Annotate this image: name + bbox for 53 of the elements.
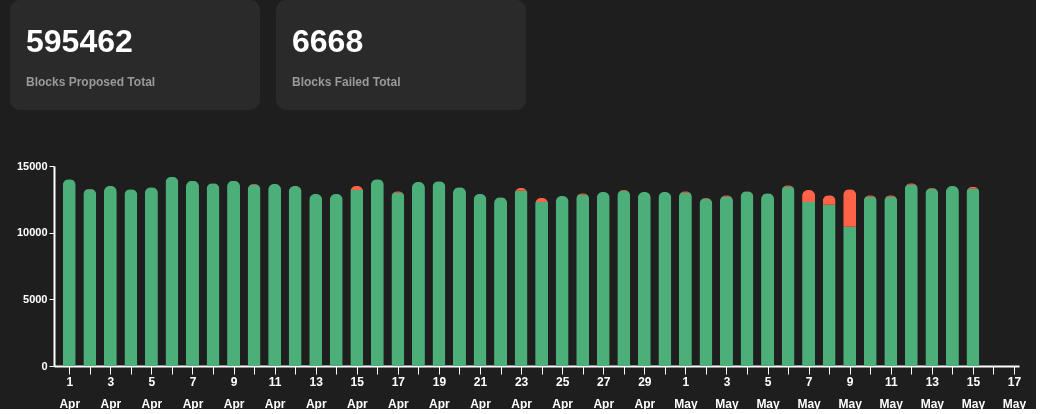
bar	[925, 188, 939, 366]
bar	[699, 198, 713, 366]
bar	[144, 187, 158, 366]
bar	[617, 190, 631, 366]
bar	[637, 192, 651, 366]
bar	[103, 186, 117, 366]
bar	[822, 204, 836, 366]
bar	[432, 181, 446, 366]
bar	[185, 180, 199, 366]
y-tick-label: 15000	[16, 159, 48, 172]
text: 595462	[26, 23, 133, 59]
bar	[411, 182, 425, 366]
bar	[268, 184, 282, 366]
bar	[83, 189, 97, 366]
bar	[802, 202, 816, 366]
bar	[904, 184, 918, 366]
text: Blocks Failed Total	[292, 75, 401, 89]
bar	[309, 194, 323, 366]
bar	[247, 184, 261, 366]
bar	[596, 192, 610, 366]
bar	[781, 186, 795, 366]
bar	[206, 183, 220, 366]
y-tick-label: 5000	[23, 292, 48, 305]
bar	[843, 226, 857, 366]
bar	[165, 176, 179, 366]
text: Blocks Proposed Total	[26, 75, 156, 89]
bar	[576, 194, 590, 366]
bar	[884, 196, 898, 366]
bar	[288, 186, 302, 366]
bar	[227, 180, 241, 366]
bar	[494, 197, 508, 366]
bar	[740, 191, 754, 366]
bar	[863, 196, 877, 366]
bar	[719, 196, 733, 366]
bar	[658, 192, 672, 366]
bar	[514, 190, 528, 366]
y-tick-label: 10000	[16, 226, 48, 239]
bar	[452, 187, 466, 366]
bar	[391, 192, 405, 366]
bar	[124, 189, 138, 366]
bar	[473, 194, 487, 366]
bar	[761, 193, 775, 366]
text: 6668	[292, 23, 364, 59]
y-tick-label: 0	[41, 359, 48, 372]
bar	[350, 190, 364, 366]
bar	[370, 179, 384, 366]
bar	[966, 188, 980, 366]
bar	[62, 179, 76, 366]
bar	[678, 192, 692, 366]
bar	[945, 186, 959, 366]
bar	[329, 194, 343, 366]
bar	[535, 202, 549, 366]
bar	[555, 196, 569, 366]
